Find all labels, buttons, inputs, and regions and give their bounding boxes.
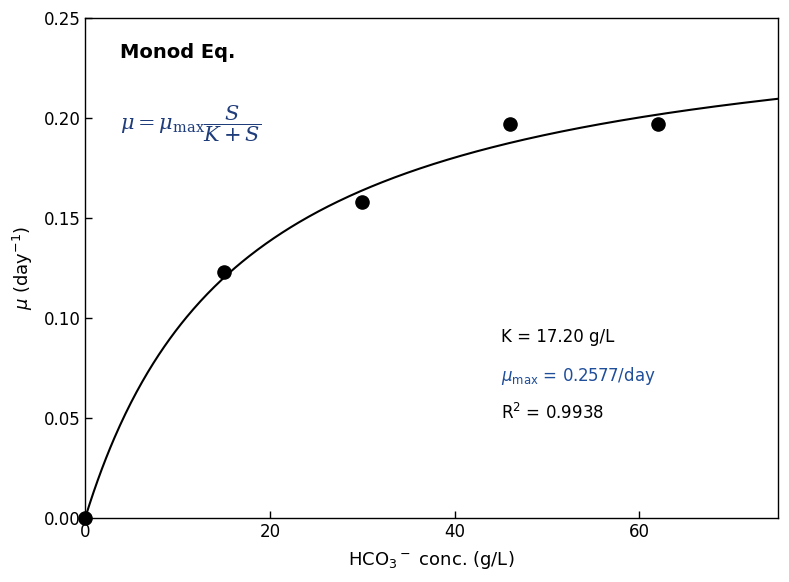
Text: $\mu = \mu_{\mathrm{max}} \dfrac{S}{K+S}$: $\mu = \mu_{\mathrm{max}} \dfrac{S}{K+S}… xyxy=(120,103,261,144)
Point xyxy=(356,197,368,207)
Text: K = 17.20 g/L: K = 17.20 g/L xyxy=(501,328,614,346)
Text: Monod Eq.: Monod Eq. xyxy=(120,43,235,62)
Text: R$^2$ = 0.9938: R$^2$ = 0.9938 xyxy=(501,403,604,423)
Point xyxy=(503,119,516,129)
Y-axis label: $\mu$ (day$^{-1}$): $\mu$ (day$^{-1}$) xyxy=(11,226,36,310)
Text: $\mu_{\mathrm{max}}$ = 0.2577/day: $\mu_{\mathrm{max}}$ = 0.2577/day xyxy=(501,365,656,388)
Point xyxy=(218,267,230,276)
X-axis label: HCO$_3$$^-$ conc. (g/L): HCO$_3$$^-$ conc. (g/L) xyxy=(349,549,515,571)
Point xyxy=(79,513,92,523)
Point xyxy=(652,119,664,129)
